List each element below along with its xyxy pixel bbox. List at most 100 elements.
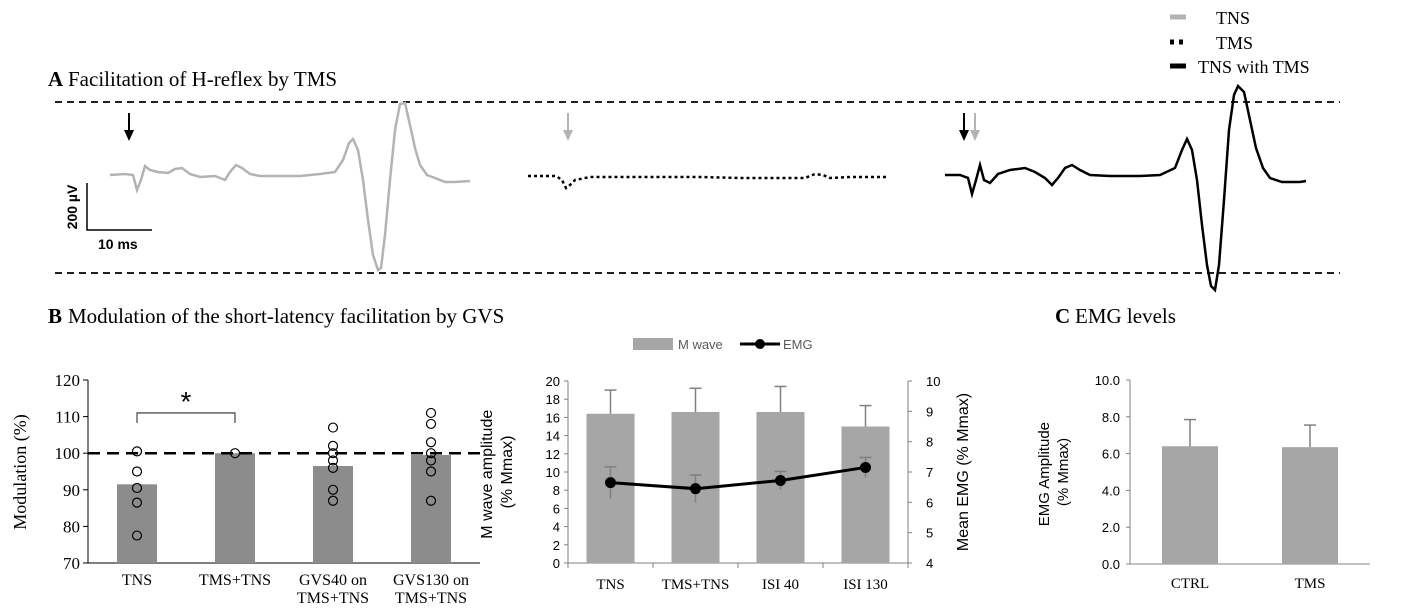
chart3-y-tick-label: 6.0 bbox=[1102, 447, 1120, 462]
panel-a-legend: TNS TMS TNS with TMS bbox=[1170, 8, 1310, 77]
chart1-data-point bbox=[327, 462, 339, 473]
chart2-y-tick-label: 2 bbox=[553, 538, 560, 553]
chart3-y-tick-label: 8.0 bbox=[1102, 410, 1120, 425]
chart2-x-tick-label: TNS bbox=[596, 577, 624, 593]
chart2-ylabel-line2: (% Mmax) bbox=[499, 436, 516, 509]
chart2-y2-tick-label: 9 bbox=[926, 404, 933, 419]
arrow-icon bbox=[970, 113, 980, 141]
chart1-y-tick-label: 80 bbox=[63, 517, 80, 536]
chart3-y-tick-label: 0.0 bbox=[1102, 557, 1120, 572]
chart1-data-point bbox=[327, 495, 339, 506]
chart3-y-tick-label: 2.0 bbox=[1102, 520, 1120, 535]
chart1-bar bbox=[117, 484, 157, 563]
chart2-y-tick-label: 16 bbox=[546, 410, 560, 425]
panel-b-letter: B bbox=[48, 304, 62, 328]
chart2-x-tick-label: TMS+TNS bbox=[662, 577, 730, 593]
arrow-icon bbox=[959, 113, 969, 141]
chart2-ylabel-line1: M wave amplitude bbox=[479, 410, 496, 539]
chart1-data-point bbox=[131, 530, 143, 541]
chart1-ylabel: Modulation (%) bbox=[10, 414, 31, 529]
chart3-y-tick-label: 10.0 bbox=[1095, 373, 1120, 388]
chart3-bar bbox=[1162, 446, 1218, 564]
chart2-legend: M wave EMG bbox=[633, 337, 813, 352]
chart2-y-tick-label: 8 bbox=[553, 483, 560, 498]
scale-bar-time-label: 10 ms bbox=[98, 236, 138, 252]
chart1-y-tick-label: 120 bbox=[55, 371, 81, 390]
chart2-y-tick-label: 4 bbox=[553, 520, 560, 535]
chart3-x-tick-label: CTRL bbox=[1171, 576, 1209, 592]
arrow-icon bbox=[124, 113, 134, 141]
modulation-chart: 70 80 90 100 110 120 TNS TMS+TNS GVS40 on TMS+TNS… bbox=[55, 371, 480, 607]
legend-label-mwave: M wave bbox=[678, 337, 723, 352]
chart1-y-tick-label: 110 bbox=[55, 408, 80, 427]
chart1-y-tick-label: 70 bbox=[63, 554, 80, 573]
scale-bar-lines bbox=[86, 183, 152, 231]
panel-b-title: Modulation of the short-latency facilita… bbox=[68, 304, 504, 328]
chart1-data-point bbox=[131, 446, 143, 457]
chart2-emg-point bbox=[775, 474, 786, 486]
chart1-data-point bbox=[327, 455, 339, 466]
chart1-data-point bbox=[327, 440, 339, 451]
chart2-y-tick-label: 18 bbox=[546, 392, 560, 407]
chart2-y2-tick-label: 6 bbox=[926, 495, 933, 510]
chart1-data-point bbox=[327, 484, 339, 495]
panel-a-letter: A bbox=[48, 67, 64, 91]
scale-bar-voltage-label: 200 µV bbox=[64, 184, 80, 229]
mwave-emg-chart: 0 2 4 6 8 10 12 14 16 18 20 4 5 6 7 8 9 10 TNS TMS+TNS ISI 4… bbox=[546, 374, 941, 593]
chart1-y-tick-label: 90 bbox=[63, 481, 80, 500]
chart2-y-tick-label: 6 bbox=[553, 501, 560, 516]
chart1-data-point bbox=[131, 497, 143, 508]
chart2-y-tick-label: 20 bbox=[546, 374, 560, 389]
chart2-y2-tick-label: 4 bbox=[926, 556, 933, 571]
chart3-ylabel-line2: (% Mmax) bbox=[1055, 438, 1072, 506]
trace-tns-with-tms bbox=[945, 83, 1307, 293]
chart1-significance-bracket bbox=[136, 412, 236, 423]
chart1-data-point bbox=[425, 495, 437, 506]
arrow-icon bbox=[563, 113, 573, 141]
chart1-y-tick-label: 100 bbox=[55, 444, 81, 463]
chart2-x-tick-label: ISI 130 bbox=[843, 577, 888, 593]
chart3-y-tick-label: 4.0 bbox=[1102, 483, 1120, 498]
chart3-ylabel: EMG Amplitude (% Mmax) bbox=[1036, 418, 1072, 526]
scale-bar: 200 µV 10 ms bbox=[64, 183, 152, 252]
panel-c-title: EMG levels bbox=[1075, 304, 1176, 328]
chart2-y2-tick-label: 8 bbox=[926, 435, 933, 450]
legend-label-tms: TMS bbox=[1216, 33, 1253, 53]
chart1-data-point bbox=[425, 466, 437, 477]
chart2-emg-point bbox=[690, 483, 701, 495]
chart2-emg-line bbox=[610, 465, 866, 491]
chart1-x-tick-label: GVS130 on TMS+TNS bbox=[393, 572, 469, 607]
chart2-y2-tick-label: 10 bbox=[926, 374, 940, 389]
chart1-x-tick-label: TMS+TNS bbox=[199, 572, 271, 589]
chart2-emg-point bbox=[860, 461, 871, 473]
chart1-data-point bbox=[425, 418, 437, 430]
chart2-y2-tick-label: 5 bbox=[926, 526, 933, 541]
chart2-emg-point bbox=[605, 477, 616, 489]
chart1-bar bbox=[313, 466, 353, 563]
chart2-y-tick-label: 12 bbox=[546, 447, 560, 462]
chart1-data-point bbox=[131, 466, 143, 477]
chart1-x-tick-label: TNS bbox=[122, 572, 152, 589]
chart2-x-tick-label: ISI 40 bbox=[762, 577, 799, 593]
chart2-mwave-bar bbox=[841, 426, 890, 563]
trace-tns bbox=[109, 101, 471, 272]
chart1-bar bbox=[215, 453, 255, 563]
trace-tms bbox=[528, 172, 888, 190]
chart2-y-tick-label: 10 bbox=[546, 465, 560, 480]
chart1-bar bbox=[411, 455, 451, 563]
panel-c-letter: C bbox=[1055, 304, 1070, 328]
chart1-data-point bbox=[425, 407, 437, 419]
chart1-data-point bbox=[425, 455, 437, 466]
chart1-data-point bbox=[425, 437, 437, 448]
panel-a-title: Facilitation of H-reflex by TMS bbox=[68, 67, 337, 91]
chart2-ylabel: M wave amplitude (% Mmax) bbox=[479, 405, 516, 538]
chart2-y-tick-label: 14 bbox=[546, 429, 560, 444]
chart2-y-tick-label: 0 bbox=[553, 556, 560, 571]
chart1-significance-mark: * bbox=[181, 386, 192, 417]
chart2-y2label: Mean EMG (% Mmax) bbox=[955, 393, 972, 551]
chart1-data-point bbox=[327, 422, 339, 433]
legend-swatch-mwave bbox=[633, 338, 673, 350]
emg-levels-chart: 0.0 2.0 4.0 6.0 8.0 10.0 CTRL TMS bbox=[1095, 373, 1370, 592]
chart3-x-tick-label: TMS bbox=[1295, 576, 1326, 592]
